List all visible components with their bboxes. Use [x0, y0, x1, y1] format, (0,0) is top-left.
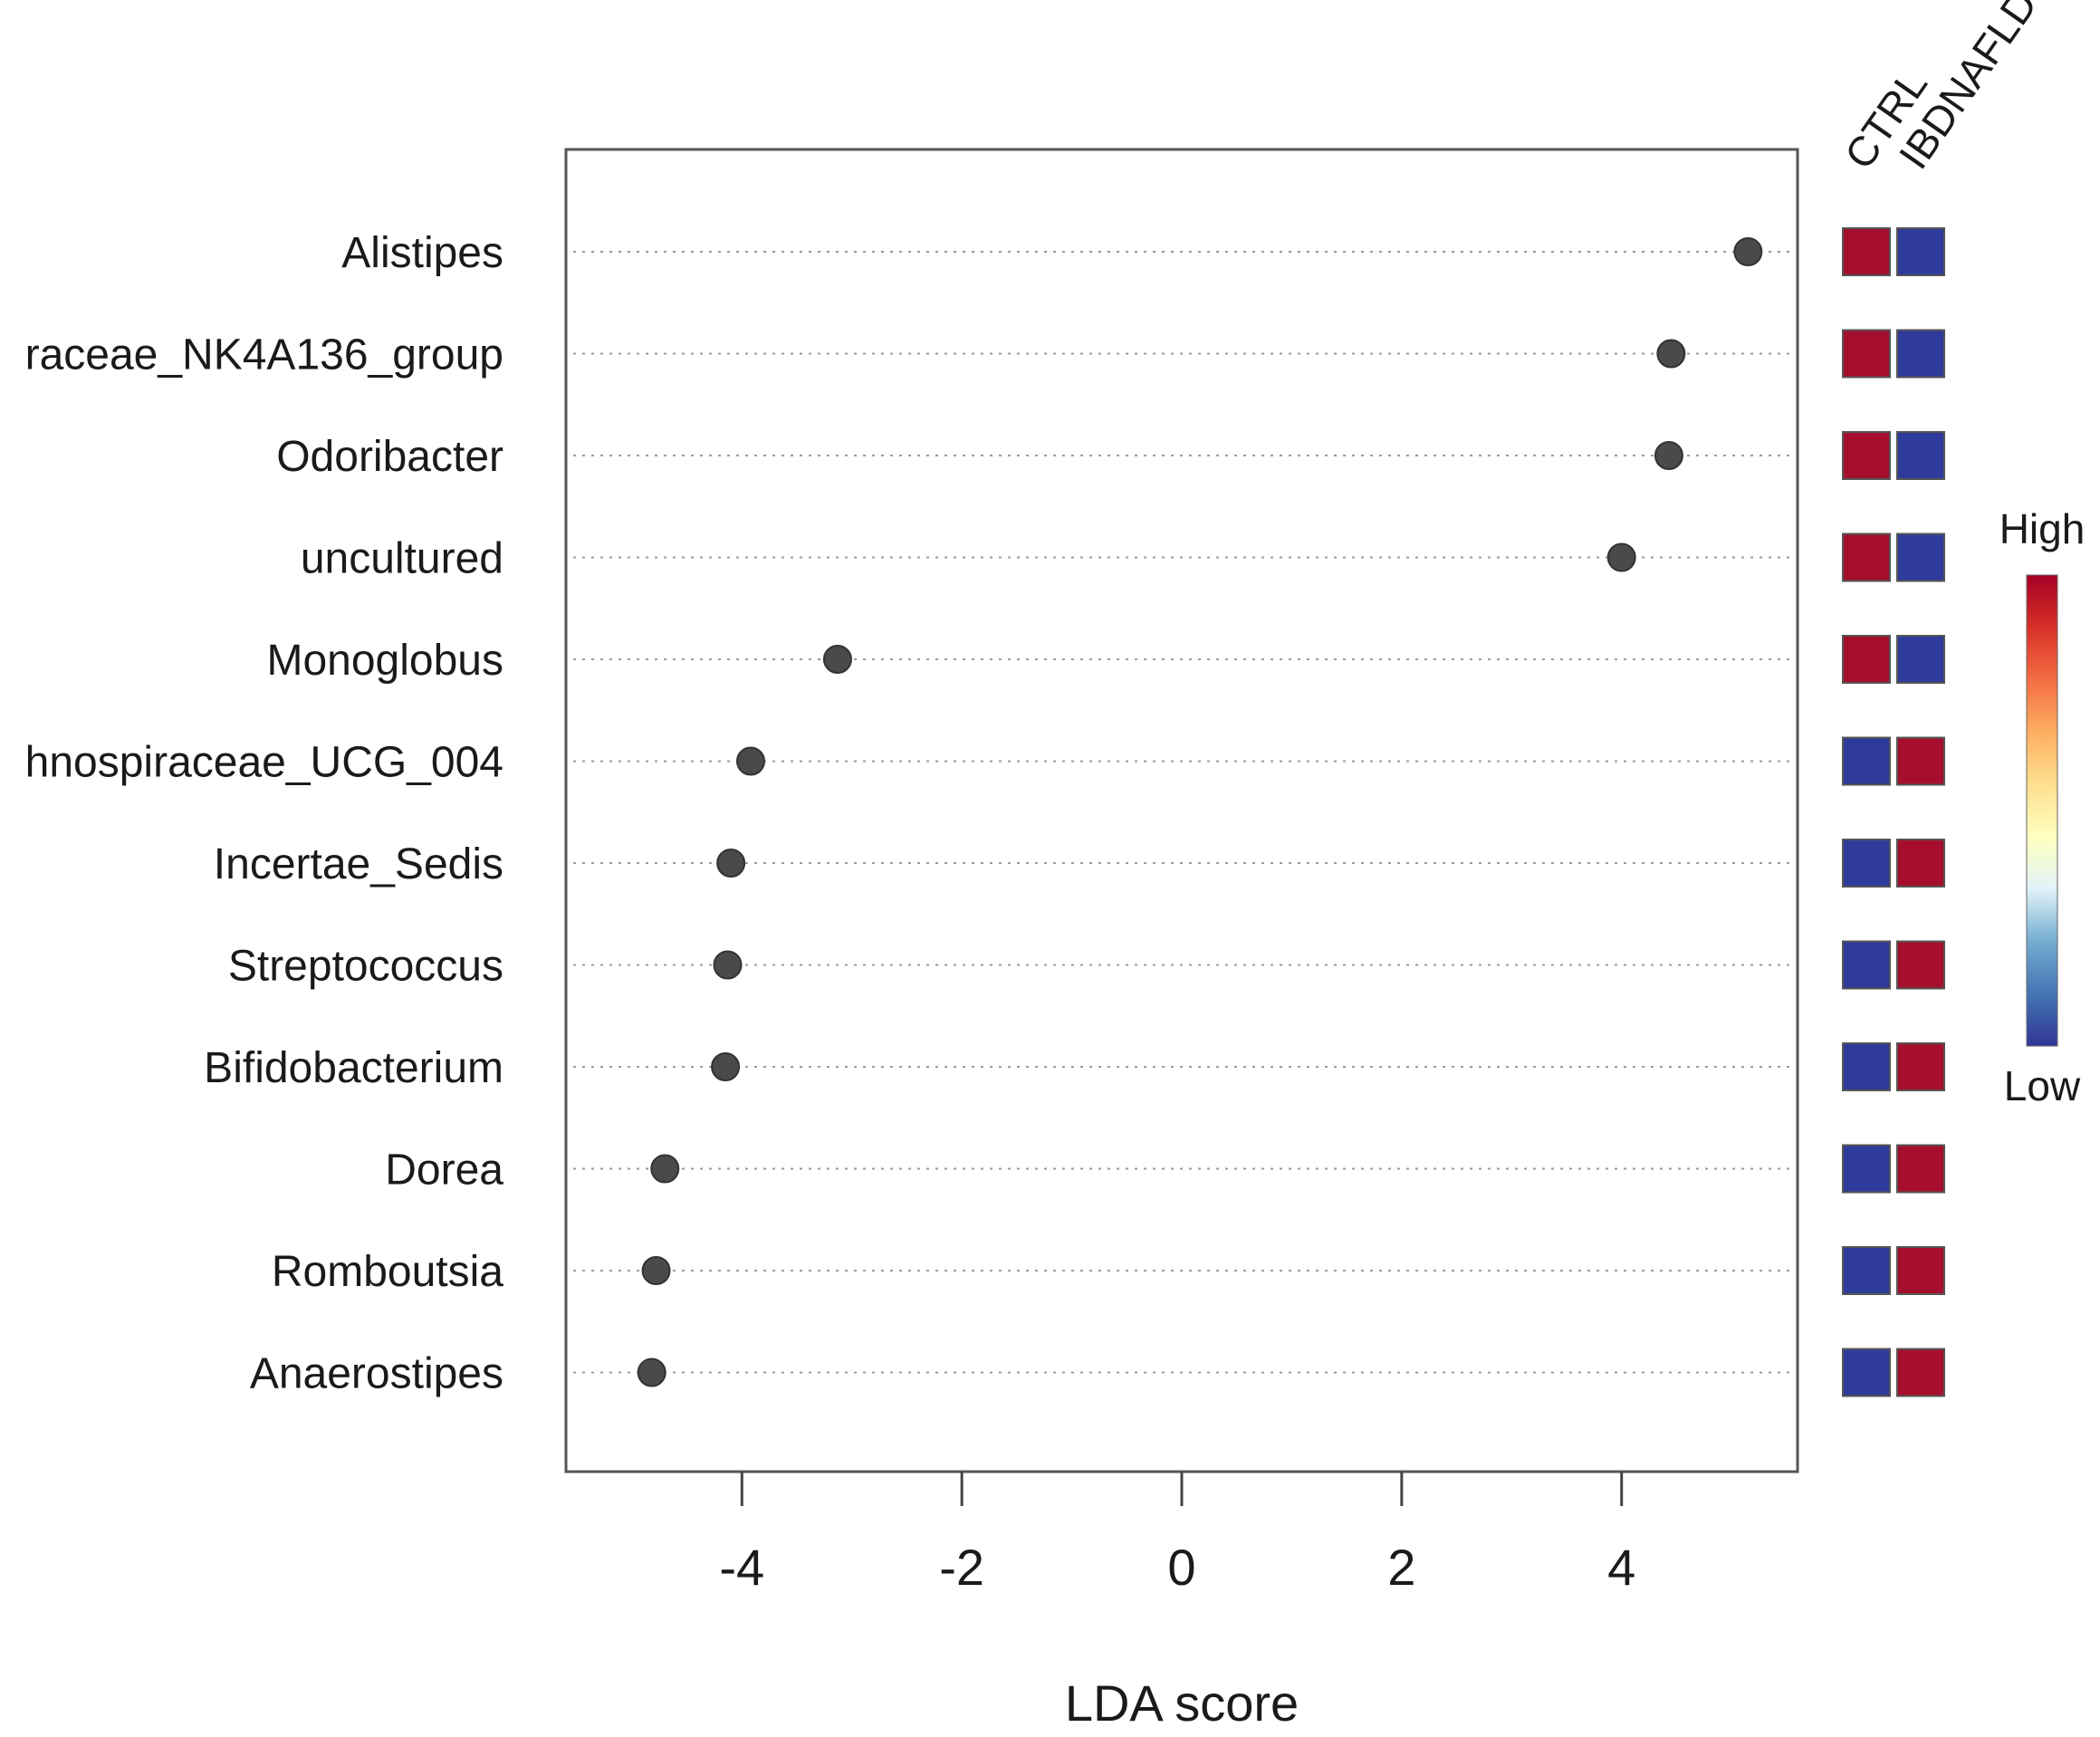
heatmap-cell	[1842, 329, 1891, 379]
heatmap-cell	[1896, 533, 1945, 582]
genus-label: Bifidobacterium	[204, 1044, 503, 1092]
legend-low-label: Low	[2004, 1062, 2081, 1109]
lda-point	[1654, 441, 1683, 470]
genus-label: Alistipes	[341, 229, 503, 277]
group-heatmap	[1842, 227, 1945, 1397]
plot-frame	[564, 148, 1799, 1473]
heatmap-cell	[1842, 839, 1891, 888]
genus-label: Odoribacter	[276, 433, 503, 481]
genus-label: Incertae_Sedis	[214, 840, 503, 888]
lda-point	[637, 1358, 666, 1387]
heatmap-cell	[1896, 1348, 1945, 1397]
lda-point	[736, 746, 765, 776]
lda-point	[822, 645, 852, 674]
heatmap-cell	[1842, 1348, 1891, 1397]
lda-point	[711, 1052, 741, 1081]
genus-label: uncultured	[301, 535, 503, 583]
heatmap-cell	[1842, 227, 1891, 276]
heatmap-cell	[1896, 431, 1945, 480]
genus-label: Dorea	[385, 1147, 503, 1195]
heatmap-cell	[1842, 1042, 1891, 1091]
lda-point	[650, 1154, 680, 1184]
heatmap-cell	[1842, 635, 1891, 684]
heatmap-cell	[1896, 736, 1945, 786]
x-tick-label: ‑2	[939, 1539, 984, 1596]
genus-label: Anaerostipes	[250, 1350, 503, 1398]
legend-color-bar	[2026, 574, 2058, 1047]
genus-label: Romboutsia	[272, 1248, 503, 1296]
lda-points	[637, 237, 1763, 1387]
x-tick-label: 2	[1387, 1539, 1415, 1596]
heatmap-cell	[1896, 329, 1945, 379]
color-legend: High Low	[1999, 505, 2086, 1109]
legend-high-label: High	[1999, 505, 2086, 552]
heatmap-cell	[1896, 635, 1945, 684]
genus-label: hnospiraceae_UCG_004	[25, 739, 503, 787]
heatmap-cell	[1842, 736, 1891, 786]
genus-labels: Alistipes raceae_NK4A136_group Odoribacter…	[25, 229, 504, 1398]
x-tick-label: ‑4	[719, 1539, 764, 1596]
heatmap-cell	[1896, 1042, 1945, 1091]
heatmap-cell	[1842, 431, 1891, 480]
x-axis-title: LDA score	[1065, 1675, 1299, 1732]
lda-point	[1733, 237, 1763, 266]
lda-point	[1606, 542, 1636, 572]
genus-label: Streptococcus	[228, 943, 503, 991]
heatmap-cell	[1842, 533, 1891, 582]
genus-label: Monoglobus	[266, 637, 503, 685]
row-guide-lines	[573, 251, 1790, 1374]
heatmap-cell	[1896, 839, 1945, 888]
genus-label: raceae_NK4A136_group	[25, 331, 503, 379]
heatmap-cell	[1896, 1144, 1945, 1194]
heatmap-cell	[1896, 1246, 1945, 1295]
heatmap-cell	[1842, 1144, 1891, 1194]
heatmap-cell	[1842, 940, 1891, 990]
x-axis-ticks: ‑4 ‑2 0 2 4	[719, 1472, 1635, 1596]
lda-point	[1656, 339, 1686, 369]
x-tick-label: 4	[1607, 1539, 1635, 1596]
lda-point	[713, 950, 743, 980]
heatmap-cell	[1896, 940, 1945, 990]
lda-point	[716, 849, 746, 878]
heatmap-cell	[1896, 227, 1945, 276]
lda-point	[641, 1256, 671, 1285]
heatmap-cell	[1842, 1246, 1891, 1295]
x-tick-label: 0	[1167, 1539, 1195, 1596]
